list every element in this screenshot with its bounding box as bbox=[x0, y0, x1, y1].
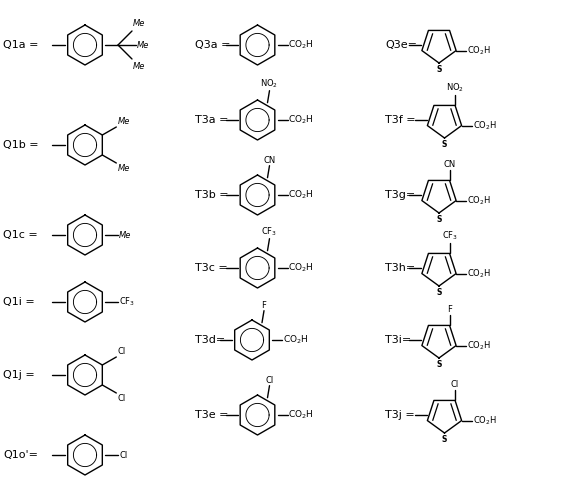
Text: Q1a =: Q1a = bbox=[3, 40, 38, 50]
Text: CO$_2$H: CO$_2$H bbox=[288, 262, 314, 274]
Text: CF$_3$: CF$_3$ bbox=[119, 296, 135, 308]
Text: NO$_2$: NO$_2$ bbox=[261, 77, 279, 90]
Text: Cl: Cl bbox=[117, 347, 126, 356]
Text: CO$_2$H: CO$_2$H bbox=[288, 114, 314, 126]
Text: CO$_2$H: CO$_2$H bbox=[467, 194, 491, 207]
Text: T3h=: T3h= bbox=[385, 263, 415, 273]
Text: Q1b =: Q1b = bbox=[3, 140, 39, 150]
Text: CO$_2$H: CO$_2$H bbox=[472, 414, 497, 427]
Text: CN: CN bbox=[263, 156, 276, 164]
Text: S: S bbox=[436, 360, 442, 369]
Text: F: F bbox=[447, 306, 452, 314]
Text: Me: Me bbox=[133, 62, 145, 71]
Text: T3e =: T3e = bbox=[195, 410, 229, 420]
Text: Cl: Cl bbox=[265, 376, 274, 384]
Text: Q3a =: Q3a = bbox=[195, 40, 230, 50]
Text: T3g=: T3g= bbox=[385, 190, 415, 200]
Text: T3f =: T3f = bbox=[385, 115, 415, 125]
Text: CO$_2$H: CO$_2$H bbox=[467, 268, 491, 280]
Text: Q3e=: Q3e= bbox=[385, 40, 417, 50]
Text: S: S bbox=[442, 140, 447, 149]
Text: Cl: Cl bbox=[119, 450, 127, 460]
Text: CO$_2$H: CO$_2$H bbox=[467, 340, 491, 352]
Text: T3d=: T3d= bbox=[195, 335, 225, 345]
Text: Me: Me bbox=[137, 40, 149, 50]
Text: CF$_3$: CF$_3$ bbox=[261, 225, 278, 237]
Text: CO$_2$H: CO$_2$H bbox=[283, 334, 309, 346]
Text: Cl: Cl bbox=[117, 394, 126, 403]
Text: T3c =: T3c = bbox=[195, 263, 228, 273]
Text: Me: Me bbox=[119, 230, 131, 239]
Text: CO$_2$H: CO$_2$H bbox=[288, 188, 314, 201]
Text: CO$_2$H: CO$_2$H bbox=[288, 409, 314, 421]
Text: Me: Me bbox=[117, 117, 129, 126]
Text: T3j =: T3j = bbox=[385, 410, 415, 420]
Text: CO$_2$H: CO$_2$H bbox=[467, 44, 491, 57]
Text: NO$_2$: NO$_2$ bbox=[446, 82, 464, 94]
Text: CF$_3$: CF$_3$ bbox=[441, 230, 458, 242]
Text: Q1o'=: Q1o'= bbox=[3, 450, 38, 460]
Text: F: F bbox=[262, 300, 266, 310]
Text: T3i=: T3i= bbox=[385, 335, 411, 345]
Text: Cl: Cl bbox=[451, 380, 459, 390]
Text: S: S bbox=[436, 65, 442, 74]
Text: Me: Me bbox=[117, 164, 129, 173]
Text: S: S bbox=[436, 288, 442, 297]
Text: S: S bbox=[436, 215, 442, 224]
Text: T3b =: T3b = bbox=[195, 190, 229, 200]
Text: Me: Me bbox=[133, 19, 145, 28]
Text: CN: CN bbox=[444, 160, 455, 170]
Text: CO$_2$H: CO$_2$H bbox=[472, 120, 497, 132]
Text: Q1j =: Q1j = bbox=[3, 370, 35, 380]
Text: Q1c =: Q1c = bbox=[3, 230, 38, 240]
Text: Q1i =: Q1i = bbox=[3, 297, 35, 307]
Text: S: S bbox=[442, 435, 447, 444]
Text: T3a =: T3a = bbox=[195, 115, 229, 125]
Text: CO$_2$H: CO$_2$H bbox=[288, 39, 314, 52]
